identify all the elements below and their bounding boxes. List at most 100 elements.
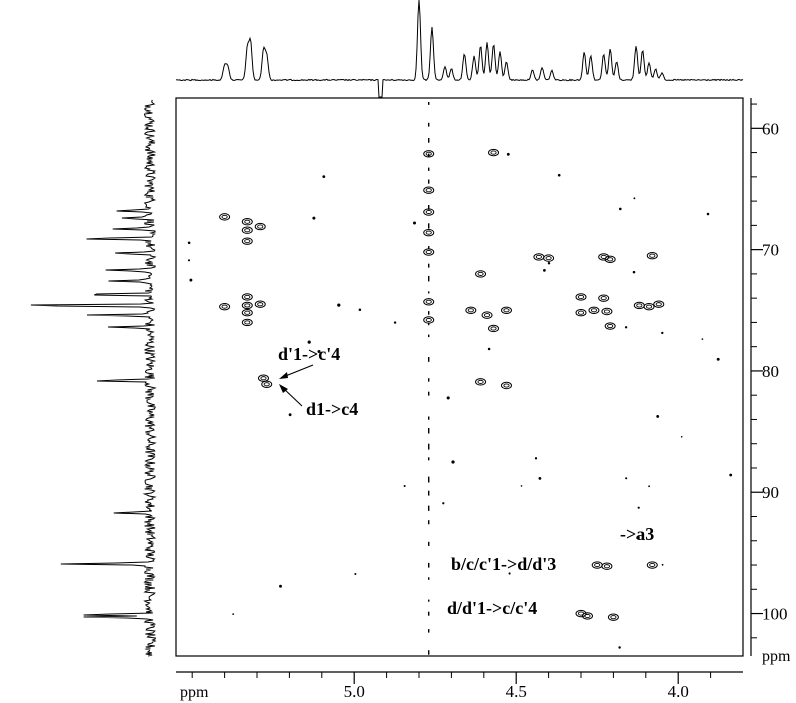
streak-dash xyxy=(428,205,430,210)
noise-speck xyxy=(648,485,650,488)
cross-peak xyxy=(604,322,616,330)
y-tick-label: 60 xyxy=(762,119,779,138)
plot-frame xyxy=(175,97,744,657)
streak-dash xyxy=(428,577,430,580)
noise-speck xyxy=(487,347,491,351)
streak-dash xyxy=(428,223,430,229)
streak-dash xyxy=(428,334,430,338)
cross-peak xyxy=(241,218,253,226)
noise-speck xyxy=(661,563,664,566)
y-axis-unit-label: ppm xyxy=(762,648,791,665)
noise-speck xyxy=(632,270,636,274)
cross-peak xyxy=(241,293,253,301)
x-tick-label: 4.0 xyxy=(668,682,689,701)
noise-speck xyxy=(661,331,664,335)
streak-dash xyxy=(428,138,430,143)
noise-speck xyxy=(187,259,191,262)
proton-1d-trace xyxy=(175,0,744,98)
cross-peak xyxy=(475,270,487,278)
streak-dash xyxy=(428,311,430,315)
annotation-arrowhead xyxy=(279,372,288,379)
noise-speck xyxy=(442,502,445,505)
cross-peak xyxy=(241,301,253,310)
streak-dash xyxy=(428,102,430,105)
noise-speck xyxy=(625,477,628,480)
cross-peak xyxy=(254,222,266,231)
top-projection xyxy=(175,0,744,98)
left-projection xyxy=(30,99,158,657)
noise-speck xyxy=(288,413,292,417)
cross-peak xyxy=(219,302,231,311)
cross-peak xyxy=(481,311,493,319)
noise-speck xyxy=(656,414,660,418)
noise-speck xyxy=(506,152,510,156)
noise-speck xyxy=(633,197,636,200)
noise-speck xyxy=(680,435,683,438)
noise-speck xyxy=(557,173,561,177)
cross-peak xyxy=(423,186,435,194)
streak-dash xyxy=(428,263,430,268)
y-tick-label: 100 xyxy=(762,605,788,624)
streak-dash xyxy=(428,153,430,158)
cross-peak xyxy=(601,307,613,316)
cross-peak xyxy=(423,316,435,324)
cross-peak xyxy=(219,213,231,221)
streak-dash xyxy=(428,562,430,568)
noise-speck xyxy=(716,357,720,361)
cross-peak xyxy=(601,562,613,570)
cross-peak xyxy=(604,255,616,264)
noise-speck xyxy=(451,460,455,464)
streak-dash xyxy=(428,541,430,546)
streak-dash xyxy=(428,322,430,326)
cross-peak xyxy=(646,251,658,260)
annotation-dd1-cc4: d/d'1->c/c'4 xyxy=(447,598,537,618)
cross-peak xyxy=(254,300,266,308)
streak-dash xyxy=(428,428,430,434)
annotation-a3: ->a3 xyxy=(620,524,654,544)
noise-speck xyxy=(637,506,640,509)
streak-dash xyxy=(428,122,430,127)
noise-speck xyxy=(624,326,628,329)
streak-dash xyxy=(428,505,430,511)
streak-dash xyxy=(428,650,430,655)
noise-speck xyxy=(393,321,397,324)
streak-dash xyxy=(428,275,430,282)
noise-speck xyxy=(543,269,546,272)
cross-peak xyxy=(465,306,477,314)
streak-dash xyxy=(428,629,430,633)
streak-dash xyxy=(428,416,430,420)
noise-speck xyxy=(317,349,321,354)
axis-ticks: 5.0 4.5 4.0 60 70 80 90 100 xyxy=(191,103,788,701)
noise-speck xyxy=(508,572,511,575)
noise-speck xyxy=(706,212,710,216)
annotation-bcc1-dd3: b/c/c'1->d/d'3 xyxy=(451,554,556,574)
annotations: d'1->c'4 d1->c4 ->a3 b/c/c'1->d/d'3 d/d'… xyxy=(278,344,654,618)
noise-speck xyxy=(322,175,326,179)
noise-speck xyxy=(547,262,551,265)
noise-speck xyxy=(189,278,193,282)
noise-speck xyxy=(618,646,621,649)
annotation-arrowhead xyxy=(279,384,288,393)
cross-peak xyxy=(533,253,545,261)
cross-peak xyxy=(543,254,555,262)
cross-peak xyxy=(588,306,600,314)
streak-dash xyxy=(428,378,430,382)
noise-speck xyxy=(232,613,235,615)
cross-peak xyxy=(241,318,253,327)
noise-speck xyxy=(636,536,640,540)
cross-peak xyxy=(607,613,619,621)
streak-dash xyxy=(428,391,430,396)
noise-speck xyxy=(729,473,733,477)
noise-speck xyxy=(618,207,622,211)
noise-speck xyxy=(520,485,523,487)
cross-peak xyxy=(643,302,655,311)
cross-peak xyxy=(591,561,603,569)
noise-speck xyxy=(412,221,417,225)
cross-peak xyxy=(488,324,500,333)
cross-peak xyxy=(423,298,435,306)
noise-speck xyxy=(307,340,311,344)
streak-dash xyxy=(428,520,430,525)
streak-dash xyxy=(428,457,430,461)
cross-peak xyxy=(475,378,487,386)
